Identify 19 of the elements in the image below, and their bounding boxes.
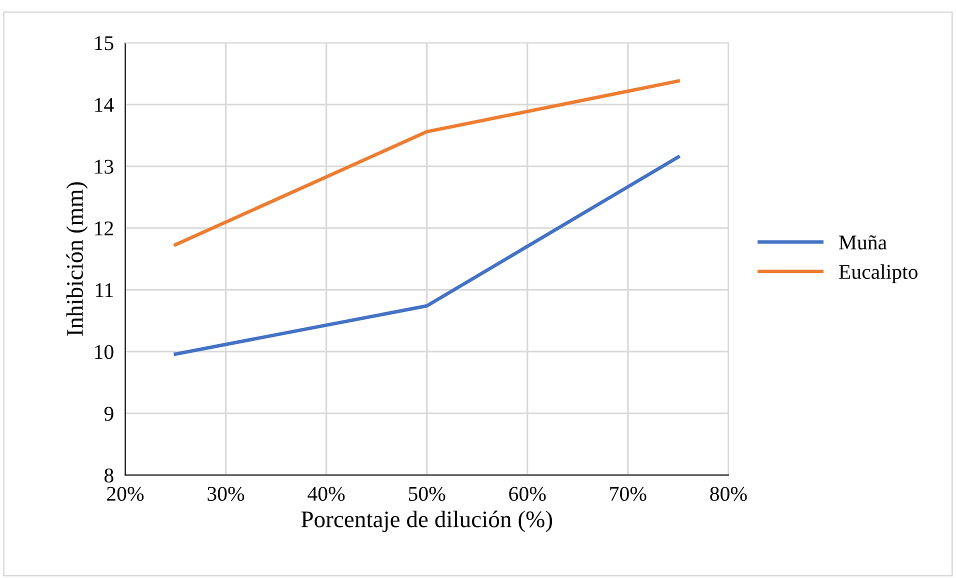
x-tick-label: 40% bbox=[308, 486, 345, 501]
legend-label: Eucalipto bbox=[839, 264, 918, 284]
y-tick-label: 8 bbox=[104, 468, 114, 483]
y-tick-label: 12 bbox=[95, 221, 113, 236]
y-tick-label: 13 bbox=[95, 160, 114, 174]
y-tick-label: 14 bbox=[95, 98, 114, 112]
legend-label: Muña bbox=[839, 235, 887, 250]
x-tick-label: 80% bbox=[710, 486, 747, 501]
x-tick-label: 50% bbox=[408, 486, 446, 501]
y-tick-label: 9 bbox=[104, 406, 114, 421]
y-tick-label: 15 bbox=[95, 36, 114, 50]
y-tick-label: 10 bbox=[95, 344, 114, 360]
x-axis-title: Porcentaje de dilución (%) bbox=[301, 510, 552, 532]
x-tick-label: 20% bbox=[107, 486, 144, 501]
x-tick-label: 70% bbox=[610, 486, 646, 501]
x-tick-label: 30% bbox=[208, 486, 244, 501]
x-tick-label: 60% bbox=[509, 486, 546, 501]
y-axis-title: Inhibición (mm) bbox=[66, 182, 88, 336]
y-tick-label: 11 bbox=[96, 283, 113, 298]
